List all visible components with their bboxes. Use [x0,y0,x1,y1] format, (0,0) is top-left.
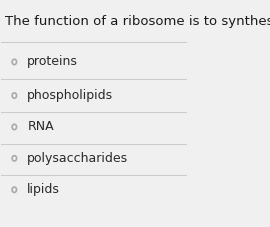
Text: lipids: lipids [27,183,60,196]
Text: proteins: proteins [27,55,78,68]
Text: phospholipids: phospholipids [27,89,113,102]
Text: The function of a ribosome is to synthesize: The function of a ribosome is to synthes… [5,15,270,28]
Text: polysaccharides: polysaccharides [27,152,128,165]
Text: RNA: RNA [27,121,54,133]
